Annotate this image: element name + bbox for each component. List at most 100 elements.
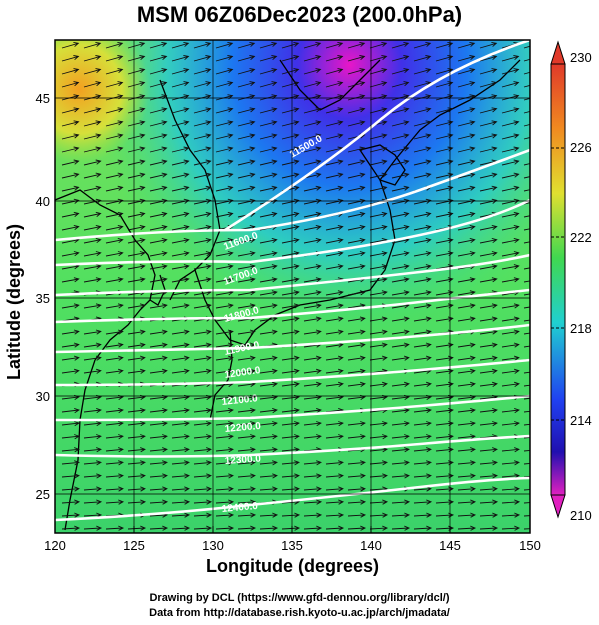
wind-arrow	[523, 332, 530, 335]
wind-arrow	[105, 407, 124, 414]
wind-arrow	[83, 355, 102, 361]
wind-arrow	[413, 512, 433, 518]
wind-arrow	[325, 473, 344, 479]
wind-arrow	[193, 486, 212, 492]
wind-arrow	[479, 68, 498, 75]
coastlines	[55, 59, 521, 531]
wind-arrow	[347, 237, 366, 244]
wind-arrow	[127, 525, 147, 531]
wind-arrow	[83, 120, 102, 127]
wind-arrow	[171, 421, 190, 427]
wind-arrow	[105, 41, 124, 49]
wind-arrow	[479, 120, 498, 127]
credit-drawing: Drawing by DCL (https://www.gfd-dennou.o…	[149, 592, 450, 604]
grid-lines	[55, 40, 530, 533]
credit-data: Data from http://database.rish.kyoto-u.a…	[149, 607, 450, 619]
wind-arrow	[347, 329, 366, 335]
wind-arrow	[413, 407, 432, 414]
colorbar: 230 226 222 218 214 210	[550, 40, 592, 523]
colorbar-label: 230	[570, 50, 592, 65]
wind-arrow	[501, 264, 520, 270]
wind-arrow	[83, 407, 102, 414]
wind-arrow	[61, 107, 80, 114]
wind-arrow	[501, 421, 520, 427]
wind-arrow	[215, 172, 234, 179]
wind-arrow	[149, 525, 169, 531]
wind-arrow	[391, 211, 410, 218]
wind-arrow	[237, 146, 256, 153]
wind-arrow	[369, 159, 388, 166]
wind-arrow	[259, 290, 278, 296]
wind-arrow	[391, 381, 410, 387]
wind-arrow	[457, 303, 476, 309]
wind-arrow	[83, 329, 102, 335]
wind-arrow	[457, 447, 476, 453]
wind-arrow	[127, 329, 146, 335]
wind-arrow	[193, 237, 212, 244]
wind-arrow	[259, 172, 278, 179]
wind-arrow	[413, 447, 432, 453]
wind-arrow	[457, 120, 476, 127]
wind-arrow	[501, 447, 520, 453]
wind-arrow	[457, 185, 476, 192]
wind-arrow	[325, 512, 345, 518]
wind-arrow	[127, 486, 146, 492]
wind-arrow	[105, 303, 124, 309]
wind-arrow	[83, 107, 102, 114]
wind-arrow	[523, 45, 530, 49]
wind-arrow	[171, 146, 190, 153]
wind-arrow	[171, 277, 190, 283]
wind-arrow	[501, 316, 520, 322]
wind-arrow	[237, 342, 256, 348]
wind-arrow	[83, 211, 102, 218]
wind-arrow	[391, 277, 410, 283]
contour-label: 12400.0	[221, 501, 258, 515]
wind-arrow	[193, 81, 212, 88]
wind-arrow	[171, 120, 190, 127]
wind-arrow	[193, 303, 212, 309]
wind-arrow	[325, 460, 344, 466]
colorbar-min-triangle	[550, 494, 566, 519]
wind-arrow	[215, 277, 234, 283]
wind-arrow	[259, 251, 278, 257]
wind-arrow	[61, 486, 80, 492]
wind-arrow	[391, 264, 410, 270]
wind-arrow	[281, 368, 300, 374]
wind-arrow	[347, 68, 366, 75]
wind-arrow	[237, 434, 256, 440]
contour-label: 12200.0	[224, 421, 261, 435]
wind-arrow	[369, 172, 388, 179]
wind-arrow	[61, 460, 80, 466]
wind-arrow	[303, 368, 322, 374]
wind-arrow	[193, 185, 212, 192]
wind-arrow	[171, 329, 190, 335]
wind-arrow	[501, 172, 520, 179]
wind-arrow	[523, 215, 530, 218]
wind-arrow	[149, 172, 168, 179]
wind-arrow	[259, 211, 278, 218]
wind-arrow	[215, 211, 234, 218]
wind-arrow	[457, 368, 476, 374]
wind-arrow	[457, 499, 477, 505]
wind-arrow	[193, 120, 212, 127]
wind-arrow	[105, 447, 124, 453]
wind-arrow	[303, 499, 323, 505]
wind-arrow	[215, 407, 234, 414]
wind-arrow	[61, 146, 80, 153]
wind-arrow	[303, 224, 322, 231]
wind-arrow	[369, 41, 388, 49]
wind-arrow	[105, 355, 124, 361]
wind-arrow	[391, 407, 410, 414]
wind-arrow	[83, 342, 102, 348]
wind-arrow	[149, 277, 168, 283]
wind-arrow	[215, 251, 234, 257]
wind-arrow	[523, 515, 530, 517]
wind-arrow	[259, 381, 278, 387]
wind-arrow	[303, 525, 323, 531]
wind-arrow	[193, 146, 212, 153]
wind-arrow	[215, 499, 235, 505]
wind-arrow	[215, 447, 234, 453]
wind-arrow	[105, 68, 124, 75]
wind-arrow	[105, 81, 124, 88]
wind-arrow	[523, 345, 530, 348]
